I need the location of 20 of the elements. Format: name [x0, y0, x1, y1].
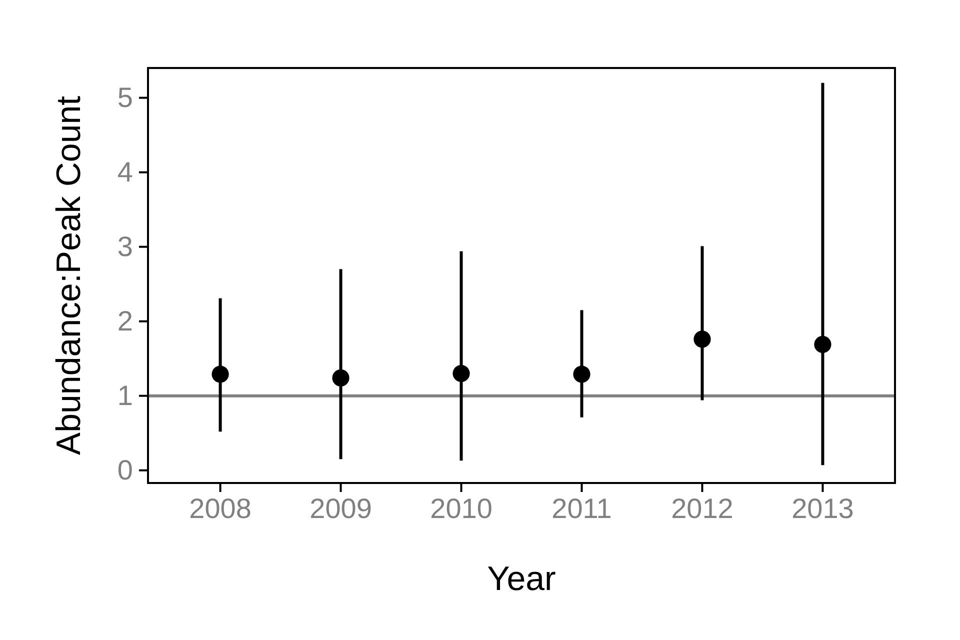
x-tick-label: 2013: [792, 492, 854, 524]
point: [332, 369, 350, 386]
point: [212, 366, 229, 383]
y-tick-label: 3: [117, 230, 133, 262]
point: [694, 330, 711, 348]
x-axis-title: Year: [487, 560, 556, 598]
x-tick-label: 2008: [189, 492, 252, 524]
y-tick-label: 4: [117, 156, 133, 188]
point: [452, 364, 470, 382]
x-tick-label: 2009: [310, 492, 372, 524]
x-tick-label: 2012: [671, 492, 734, 524]
point: [814, 336, 832, 353]
y-tick-label: 5: [117, 82, 133, 113]
y-tick-label: 0: [117, 454, 133, 486]
y-axis-title: Abundance:Peak Count: [50, 95, 88, 456]
y-tick-label: 2: [117, 305, 133, 336]
x-tick-label: 2010: [430, 492, 492, 524]
x-tick-label: 2011: [552, 492, 612, 524]
y-tick-label: 1: [117, 380, 133, 411]
point: [573, 366, 590, 383]
